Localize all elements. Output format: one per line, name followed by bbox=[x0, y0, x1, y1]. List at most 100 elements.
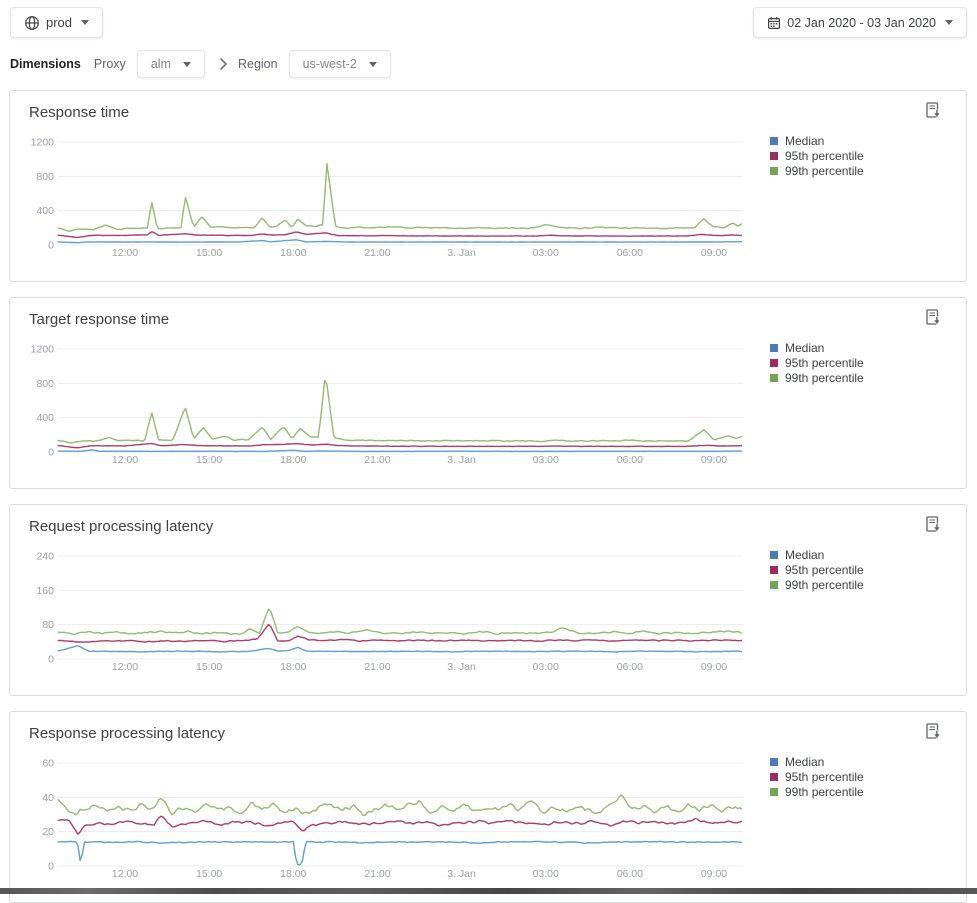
legend-swatch bbox=[770, 581, 778, 589]
date-range-label: 02 Jan 2020 - 03 Jan 2020 bbox=[787, 15, 936, 30]
x-axis-tick-label: 03:00 bbox=[533, 247, 559, 259]
legend-swatch bbox=[770, 359, 778, 367]
download-report-icon bbox=[926, 102, 941, 118]
environment-dropdown-button[interactable]: prod bbox=[10, 7, 104, 38]
x-axis-tick-label: 15:00 bbox=[196, 454, 222, 466]
legend-item-median[interactable]: Median bbox=[770, 134, 864, 148]
series-line-95th-percentile bbox=[57, 815, 743, 835]
x-axis-tick-label: 03:00 bbox=[533, 661, 559, 673]
series-line-median bbox=[57, 840, 743, 866]
y-axis-tick-label: 40 bbox=[42, 792, 54, 804]
legend-item-95th-percentile[interactable]: 95th percentile bbox=[770, 563, 864, 577]
legend-item-99th-percentile[interactable]: 99th percentile bbox=[770, 164, 864, 178]
x-axis-tick-label: 12:00 bbox=[112, 247, 138, 259]
legend-label: Median bbox=[785, 548, 825, 562]
x-axis-tick-label: 09:00 bbox=[701, 661, 727, 673]
environment-label: prod bbox=[46, 15, 73, 30]
legend-label: Median bbox=[785, 134, 825, 148]
download-report-button[interactable] bbox=[923, 101, 945, 123]
x-axis-tick-label: 03:00 bbox=[533, 454, 559, 466]
region-label: Region bbox=[237, 57, 278, 71]
chart-canvas: 0 400 800 1200 12:00 15:00 18:00 21:00 3. Jan 03:… bbox=[10, 131, 760, 266]
y-axis-tick-label: 0 bbox=[48, 447, 54, 459]
caret-down-icon bbox=[81, 20, 90, 25]
dimensions-filter-bar: Dimensions Proxy alm Region us-west-2 bbox=[10, 50, 391, 78]
y-axis-tick-label: 0 bbox=[48, 861, 54, 873]
chart-legend: Median 95th percentile 99th percentile bbox=[770, 755, 864, 799]
proxy-select[interactable]: alm bbox=[136, 50, 205, 78]
x-axis-tick-label: 03:00 bbox=[533, 868, 559, 880]
legend-item-median[interactable]: Median bbox=[770, 755, 864, 769]
legend-swatch bbox=[770, 773, 778, 781]
download-report-button[interactable] bbox=[923, 308, 945, 330]
legend-label: 95th percentile bbox=[785, 356, 864, 370]
legend-item-95th-percentile[interactable]: 95th percentile bbox=[770, 356, 864, 370]
x-axis-tick-label: 06:00 bbox=[617, 661, 643, 673]
series-line-95th-percentile bbox=[57, 230, 742, 239]
legend-item-median[interactable]: Median bbox=[770, 548, 864, 562]
x-axis-tick-label: 09:00 bbox=[701, 868, 727, 880]
download-report-icon bbox=[926, 309, 941, 325]
y-axis-tick-label: 400 bbox=[36, 205, 54, 217]
legend-item-median[interactable]: Median bbox=[770, 341, 864, 355]
legend-swatch bbox=[770, 167, 778, 175]
legend-item-95th-percentile[interactable]: 95th percentile bbox=[770, 770, 864, 784]
x-axis-tick-label: 18:00 bbox=[280, 868, 306, 880]
panel-title: Request processing latency bbox=[29, 518, 214, 535]
proxy-label: Proxy bbox=[93, 57, 126, 71]
chart-canvas: 0 80 160 240 12:00 15:00 18:00 21:00 3. Jan 03:00… bbox=[10, 545, 760, 680]
download-report-icon bbox=[926, 723, 941, 739]
legend-label: Median bbox=[785, 755, 825, 769]
date-range-button[interactable]: 02 Jan 2020 - 03 Jan 2020 bbox=[753, 7, 967, 38]
legend-swatch bbox=[770, 551, 778, 559]
x-axis-tick-label: 18:00 bbox=[280, 454, 306, 466]
x-axis-tick-label: 21:00 bbox=[364, 661, 390, 673]
caret-down-icon bbox=[368, 61, 377, 67]
legend-item-95th-percentile[interactable]: 95th percentile bbox=[770, 149, 864, 163]
series-line-median bbox=[57, 645, 743, 653]
series-line-99th-percentile bbox=[57, 379, 743, 444]
x-axis-tick-label: 3. Jan bbox=[447, 661, 476, 673]
panel-title: Target response time bbox=[29, 311, 170, 328]
legend-swatch bbox=[770, 788, 778, 796]
download-report-button[interactable] bbox=[923, 722, 945, 744]
series-line-99th-percentile bbox=[57, 794, 743, 817]
proxy-value: alm bbox=[150, 57, 171, 71]
legend-label: Median bbox=[785, 341, 825, 355]
legend-label: 99th percentile bbox=[785, 785, 864, 799]
series-line-95th-percentile bbox=[57, 623, 743, 643]
y-axis-tick-label: 0 bbox=[48, 240, 54, 252]
window-edge-artifact bbox=[0, 888, 977, 894]
caret-down-icon bbox=[945, 20, 953, 25]
x-axis-tick-label: 21:00 bbox=[364, 868, 390, 880]
y-axis-tick-label: 1200 bbox=[31, 137, 55, 149]
y-axis-tick-label: 800 bbox=[36, 171, 54, 183]
x-axis-tick-label: 06:00 bbox=[617, 247, 643, 259]
y-axis-tick-label: 160 bbox=[36, 585, 54, 597]
y-axis-tick-label: 60 bbox=[42, 758, 54, 770]
legend-item-99th-percentile[interactable]: 99th percentile bbox=[770, 371, 864, 385]
y-axis-tick-label: 20 bbox=[42, 826, 54, 838]
legend-swatch bbox=[770, 152, 778, 160]
region-select[interactable]: us-west-2 bbox=[288, 50, 391, 78]
legend-swatch bbox=[770, 137, 778, 145]
x-axis-tick-label: 18:00 bbox=[280, 247, 306, 259]
x-axis-tick-label: 15:00 bbox=[196, 247, 222, 259]
x-axis-tick-label: 12:00 bbox=[112, 868, 138, 880]
chart-canvas: 0 20 40 60 12:00 15:00 18:00 21:00 3. Jan 03:00 06… bbox=[10, 752, 760, 887]
x-axis-tick-label: 21:00 bbox=[364, 247, 390, 259]
y-axis-tick-label: 240 bbox=[36, 551, 54, 563]
x-axis-tick-label: 3. Jan bbox=[447, 454, 476, 466]
chart-canvas: 0 400 800 1200 12:00 15:00 18:00 21:00 3. Jan 03:… bbox=[10, 338, 760, 473]
legend-item-99th-percentile[interactable]: 99th percentile bbox=[770, 578, 864, 592]
x-axis-tick-label: 06:00 bbox=[617, 454, 643, 466]
series-line-median bbox=[57, 449, 742, 453]
chart-legend: Median 95th percentile 99th percentile bbox=[770, 341, 864, 385]
series-line-99th-percentile bbox=[57, 608, 743, 636]
legend-label: 99th percentile bbox=[785, 164, 864, 178]
x-axis-tick-label: 06:00 bbox=[617, 868, 643, 880]
download-report-button[interactable] bbox=[923, 515, 945, 537]
legend-item-99th-percentile[interactable]: 99th percentile bbox=[770, 785, 864, 799]
legend-label: 99th percentile bbox=[785, 371, 864, 385]
